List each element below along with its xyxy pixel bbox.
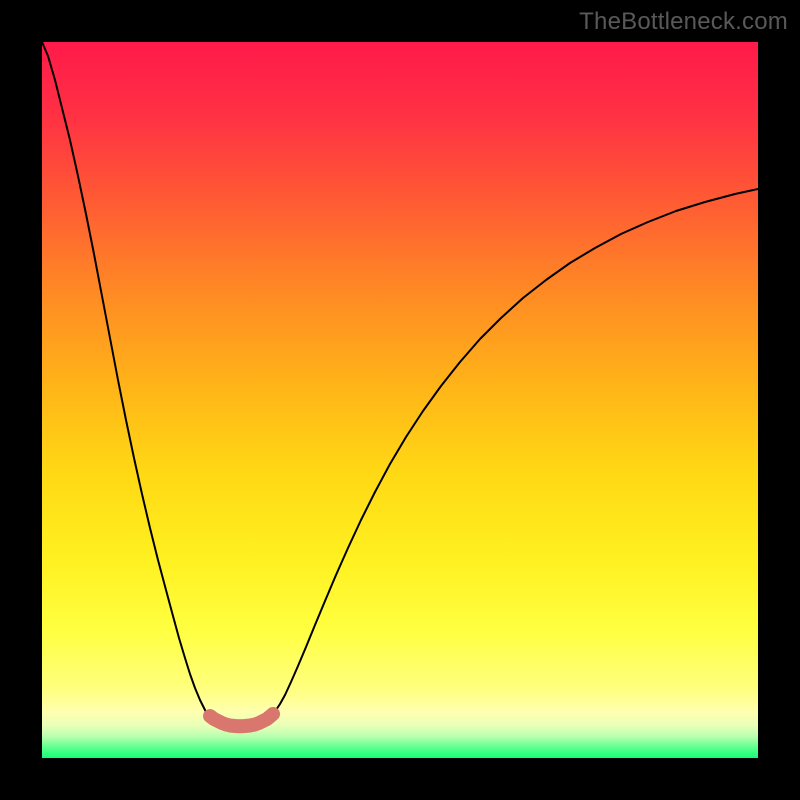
chart-svg [42, 42, 758, 758]
watermark-text: TheBottleneck.com [579, 8, 788, 36]
plot-area [42, 42, 758, 758]
gradient-background [42, 42, 758, 758]
chart-frame: TheBottleneck.com [0, 0, 800, 800]
